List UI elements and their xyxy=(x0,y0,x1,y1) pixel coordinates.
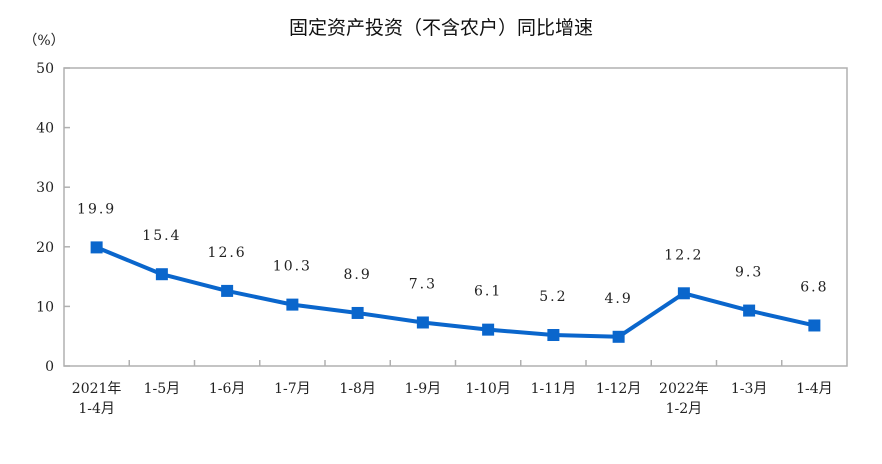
x-tick-label-line: 1-10月 xyxy=(465,381,510,397)
x-tick-label: 1-9月 xyxy=(405,381,442,397)
x-tick-label-line: 1-8月 xyxy=(339,381,376,397)
x-tick-label-line: 1-3月 xyxy=(731,381,768,397)
y-tick-label: 30 xyxy=(36,180,54,196)
x-tick-label-line: 1-12月 xyxy=(596,381,641,397)
x-tick-label: 1-6月 xyxy=(209,381,246,397)
x-tick-label: 1-11月 xyxy=(531,381,576,397)
x-tick-label-line: 1-7月 xyxy=(274,381,311,397)
x-tick-label: 1-10月 xyxy=(465,381,510,397)
x-tick-label: 1-3月 xyxy=(731,381,768,397)
data-point-marker xyxy=(743,304,756,317)
y-tick-label: 40 xyxy=(36,121,54,137)
plot-frame xyxy=(63,67,848,367)
x-tick-label-line: 1-11月 xyxy=(531,381,576,397)
x-tick-label: 1-8月 xyxy=(339,381,376,397)
x-tick-label-line: 1-6月 xyxy=(209,381,246,397)
data-label: 12.6 xyxy=(208,245,247,261)
data-point-marker xyxy=(612,330,625,343)
data-label: 6.8 xyxy=(800,279,828,295)
data-label: 4.9 xyxy=(604,291,632,307)
data-point-marker xyxy=(351,306,364,319)
data-label: 7.3 xyxy=(409,276,437,292)
data-label: 19.9 xyxy=(77,201,116,217)
data-label: 8.9 xyxy=(343,267,371,283)
series-line xyxy=(95,245,815,339)
x-tick-label: 1-5月 xyxy=(144,381,181,397)
data-point-marker xyxy=(416,316,429,329)
y-tick-label: 20 xyxy=(36,240,54,256)
x-tick-label: 2022年 1-2月 xyxy=(659,381,709,417)
y-tick-label: 10 xyxy=(36,299,54,315)
data-point-marker xyxy=(221,284,234,297)
x-tick-label-line: 1-5月 xyxy=(144,381,181,397)
x-tick-label-line: 2022年 xyxy=(659,381,709,397)
y-axis-unit-label: （%） xyxy=(23,33,64,49)
data-label: 5.2 xyxy=(539,289,567,305)
data-point-marker xyxy=(286,298,299,311)
data-point-marker xyxy=(90,241,103,254)
data-label: 6.1 xyxy=(474,284,502,300)
data-point-marker xyxy=(547,329,560,342)
x-tick-label-line: 1-4月 xyxy=(78,401,115,417)
chart-title: 固定资产投资（不含农户）同比增速 xyxy=(289,17,593,39)
data-label: 12.2 xyxy=(664,247,703,263)
x-tick-label: 1-4月 xyxy=(796,381,833,397)
x-tick-label: 2021年 1-4月 xyxy=(72,381,122,417)
data-point-marker xyxy=(155,268,168,281)
x-tick-label: 1-12月 xyxy=(596,381,641,397)
y-tick-label: 50 xyxy=(36,61,54,77)
data-label: 15.4 xyxy=(142,228,181,244)
x-tick-label: 1-7月 xyxy=(274,381,311,397)
data-point-marker xyxy=(482,323,495,336)
x-tick-label-line: 1-4月 xyxy=(796,381,833,397)
x-tick-label-line: 1-9月 xyxy=(405,381,442,397)
data-point-marker xyxy=(808,319,821,332)
data-point-marker xyxy=(677,287,690,300)
x-tick-label-line: 2021年 xyxy=(72,381,122,397)
data-label: 9.3 xyxy=(735,265,763,281)
y-tick-label: 0 xyxy=(45,359,54,375)
x-tick-label-line: 1-2月 xyxy=(666,401,703,417)
data-label: 10.3 xyxy=(273,259,312,275)
